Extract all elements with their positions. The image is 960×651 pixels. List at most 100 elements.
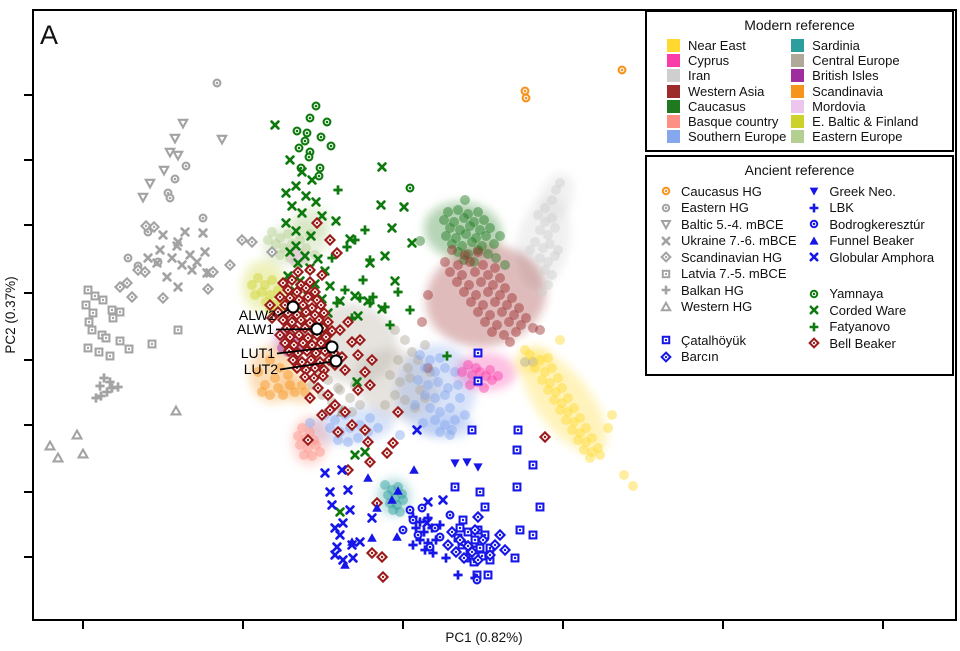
sample-alw2: ALW2 [239, 300, 300, 323]
legend-item-label: Scandinavia [812, 83, 883, 99]
legend-item-bodrogkereszt-r: Bodrogkeresztúr [807, 216, 944, 233]
legend-item-label: British Isles [812, 68, 879, 84]
legend-item-label: Central Europe [812, 53, 900, 69]
ancient-points-bodrogkereszt-r [398, 503, 482, 585]
legend-marker-icon-x [809, 252, 819, 262]
legend-item-label: Scandinavian HG [681, 249, 783, 265]
callout-line [276, 346, 333, 355]
legend-marker-icon-plus [809, 322, 819, 332]
legend-spacer [807, 266, 944, 286]
callout-line [279, 360, 337, 371]
legend-item-label: Mordovia [812, 98, 866, 114]
ancient-points-caucasus-hg [520, 65, 627, 103]
legend-item-label: Near East [688, 38, 746, 54]
legend-marker-icon-tri-down-open [660, 220, 672, 231]
legend-item-label: Yamnaya [829, 286, 884, 302]
legend-marker-icon-square-dot [661, 269, 671, 278]
color-swatch [791, 99, 805, 113]
sample-label: ALW2 [239, 307, 276, 323]
legend-item-near-east: Near East [667, 38, 791, 53]
ancient-points-baltic-5-4-mbce [137, 118, 228, 204]
cluster-blob-western-asia [425, 245, 547, 347]
legend-item-yamnaya: Yamnaya [807, 286, 944, 303]
color-swatch [667, 54, 680, 68]
cluster-blob-sardinia [377, 478, 411, 516]
legend-item-label: Bodrogkeresztúr [829, 216, 925, 232]
legend-item-label: Iran [688, 68, 711, 84]
legend-item-label: Sardinia [812, 38, 860, 54]
legend-modern-columns: Near East Cyprus Iran Western Asia Caucasus B… [655, 38, 944, 144]
legend-item-label: Western HG [681, 299, 753, 315]
color-swatch [667, 115, 680, 129]
legend-ancient-title: Ancient reference [744, 162, 855, 178]
sample-lut1: LUT1 [241, 340, 339, 361]
legend-modern: Modern reference Near East Cyprus Iran West… [645, 10, 954, 152]
legend-marker-icon-odot [810, 220, 819, 229]
legend-item-fatyanovo: Fatyanovo [807, 319, 944, 336]
color-swatch [791, 115, 805, 129]
legend-item-barc-n: Barcın [659, 349, 807, 366]
legend-item-british-isles: British Isles [791, 68, 944, 83]
legend-item-ukraine-7-6-mbce: Ukraine 7.-6. mBCE [659, 233, 807, 250]
cluster-blob-cyprus [455, 353, 517, 391]
legend-item-lbk: LBK [807, 200, 944, 217]
legend-item-label: Barcın [681, 349, 719, 365]
ancient-points-barc-n [441, 510, 512, 567]
legend-item-sardinia: Sardinia [791, 38, 944, 53]
legend-marker-icon-odot [810, 289, 819, 298]
legend-item-label: Latvia 7.-5. mBCE [681, 266, 787, 282]
legend-item-label: LBK [829, 200, 854, 216]
color-swatch [667, 99, 680, 113]
legend-item-eastern-hg: Eastern HG [659, 200, 807, 217]
legend-marker-icon-x [809, 305, 819, 315]
legend-item-label: Greek Neo. [829, 183, 896, 199]
legend-item-label: Southern Europe [688, 129, 787, 145]
legend-ancient: Ancient reference Caucasus HG Eastern HG B… [645, 155, 954, 376]
legend-item-corded-ware: Corded Ware [807, 302, 944, 319]
legend-item-label: Cyprus [688, 53, 730, 69]
legend-item-label: Caucasus HG [681, 183, 762, 199]
legend-marker-icon-square-dot [661, 336, 671, 345]
legend-item-label: E. Baltic & Finland [812, 114, 919, 130]
legend-marker-icon-plus [661, 285, 671, 295]
ancient-points-globular-amphora [320, 425, 448, 565]
legend-item-label: Bell Beaker [829, 335, 896, 351]
color-swatch [667, 39, 680, 53]
color-swatch [667, 84, 680, 98]
legend-ancient-columns: Caucasus HG Eastern HG Baltic 5.-4. mBCE Uk… [655, 183, 944, 365]
legend-marker-icon-plus [809, 203, 819, 213]
color-swatch [791, 130, 805, 144]
legend-item-greek-neo: Greek Neo. [807, 183, 944, 200]
sample-marker [325, 340, 339, 354]
modern-points-western-asia [417, 245, 545, 373]
sample-label: LUT2 [244, 361, 278, 377]
legend-marker-icon-diamond-dot [660, 350, 672, 363]
ancient-points-funnel-beaker [340, 465, 419, 569]
sample-label: LUT1 [241, 345, 275, 361]
color-swatch [791, 69, 805, 83]
legend-ancient-column-2: Greek Neo. LBK Bodrogkeresztúr Funnel Beake… [807, 183, 944, 365]
legend-spacer [659, 315, 807, 332]
legend-item-label: Eastern HG [681, 200, 749, 216]
legend-modern-column-1: Near East Cyprus Iran Western Asia Caucasus B… [667, 38, 791, 144]
legend-item-label: Çatalhöyük [681, 332, 747, 348]
modern-points-caucasus [415, 195, 510, 270]
ancient-points-latvia-7-5-mbce [81, 285, 183, 361]
callout-line [275, 328, 318, 331]
modern-points-scandinavia [253, 355, 310, 400]
legend-ancient-column-1: Caucasus HG Eastern HG Baltic 5.-4. mBCE Uk… [659, 183, 807, 365]
legend-item-mordovia: Mordovia [791, 99, 944, 114]
legend-marker-icon-tri-down-fill [809, 187, 819, 196]
legend-marker-icon-diamond-dot [808, 337, 821, 350]
legend-marker-icon-odot [661, 203, 671, 212]
ancient-points-greek-neo [450, 458, 483, 472]
legend-modern-column-2: Sardinia Central Europe British Isles Scand… [791, 38, 944, 144]
legend-item-eastern-europe: Eastern Europe [791, 129, 944, 144]
ancient-points-bell-beaker [263, 216, 552, 584]
ancient-points-yamnaya [292, 101, 415, 193]
color-swatch [791, 39, 805, 53]
sample-alw1: ALW1 [237, 321, 324, 337]
legend-item-scandinavian-hg: Scandinavian HG [659, 249, 807, 266]
legend-item-central-europe: Central Europe [791, 53, 944, 68]
